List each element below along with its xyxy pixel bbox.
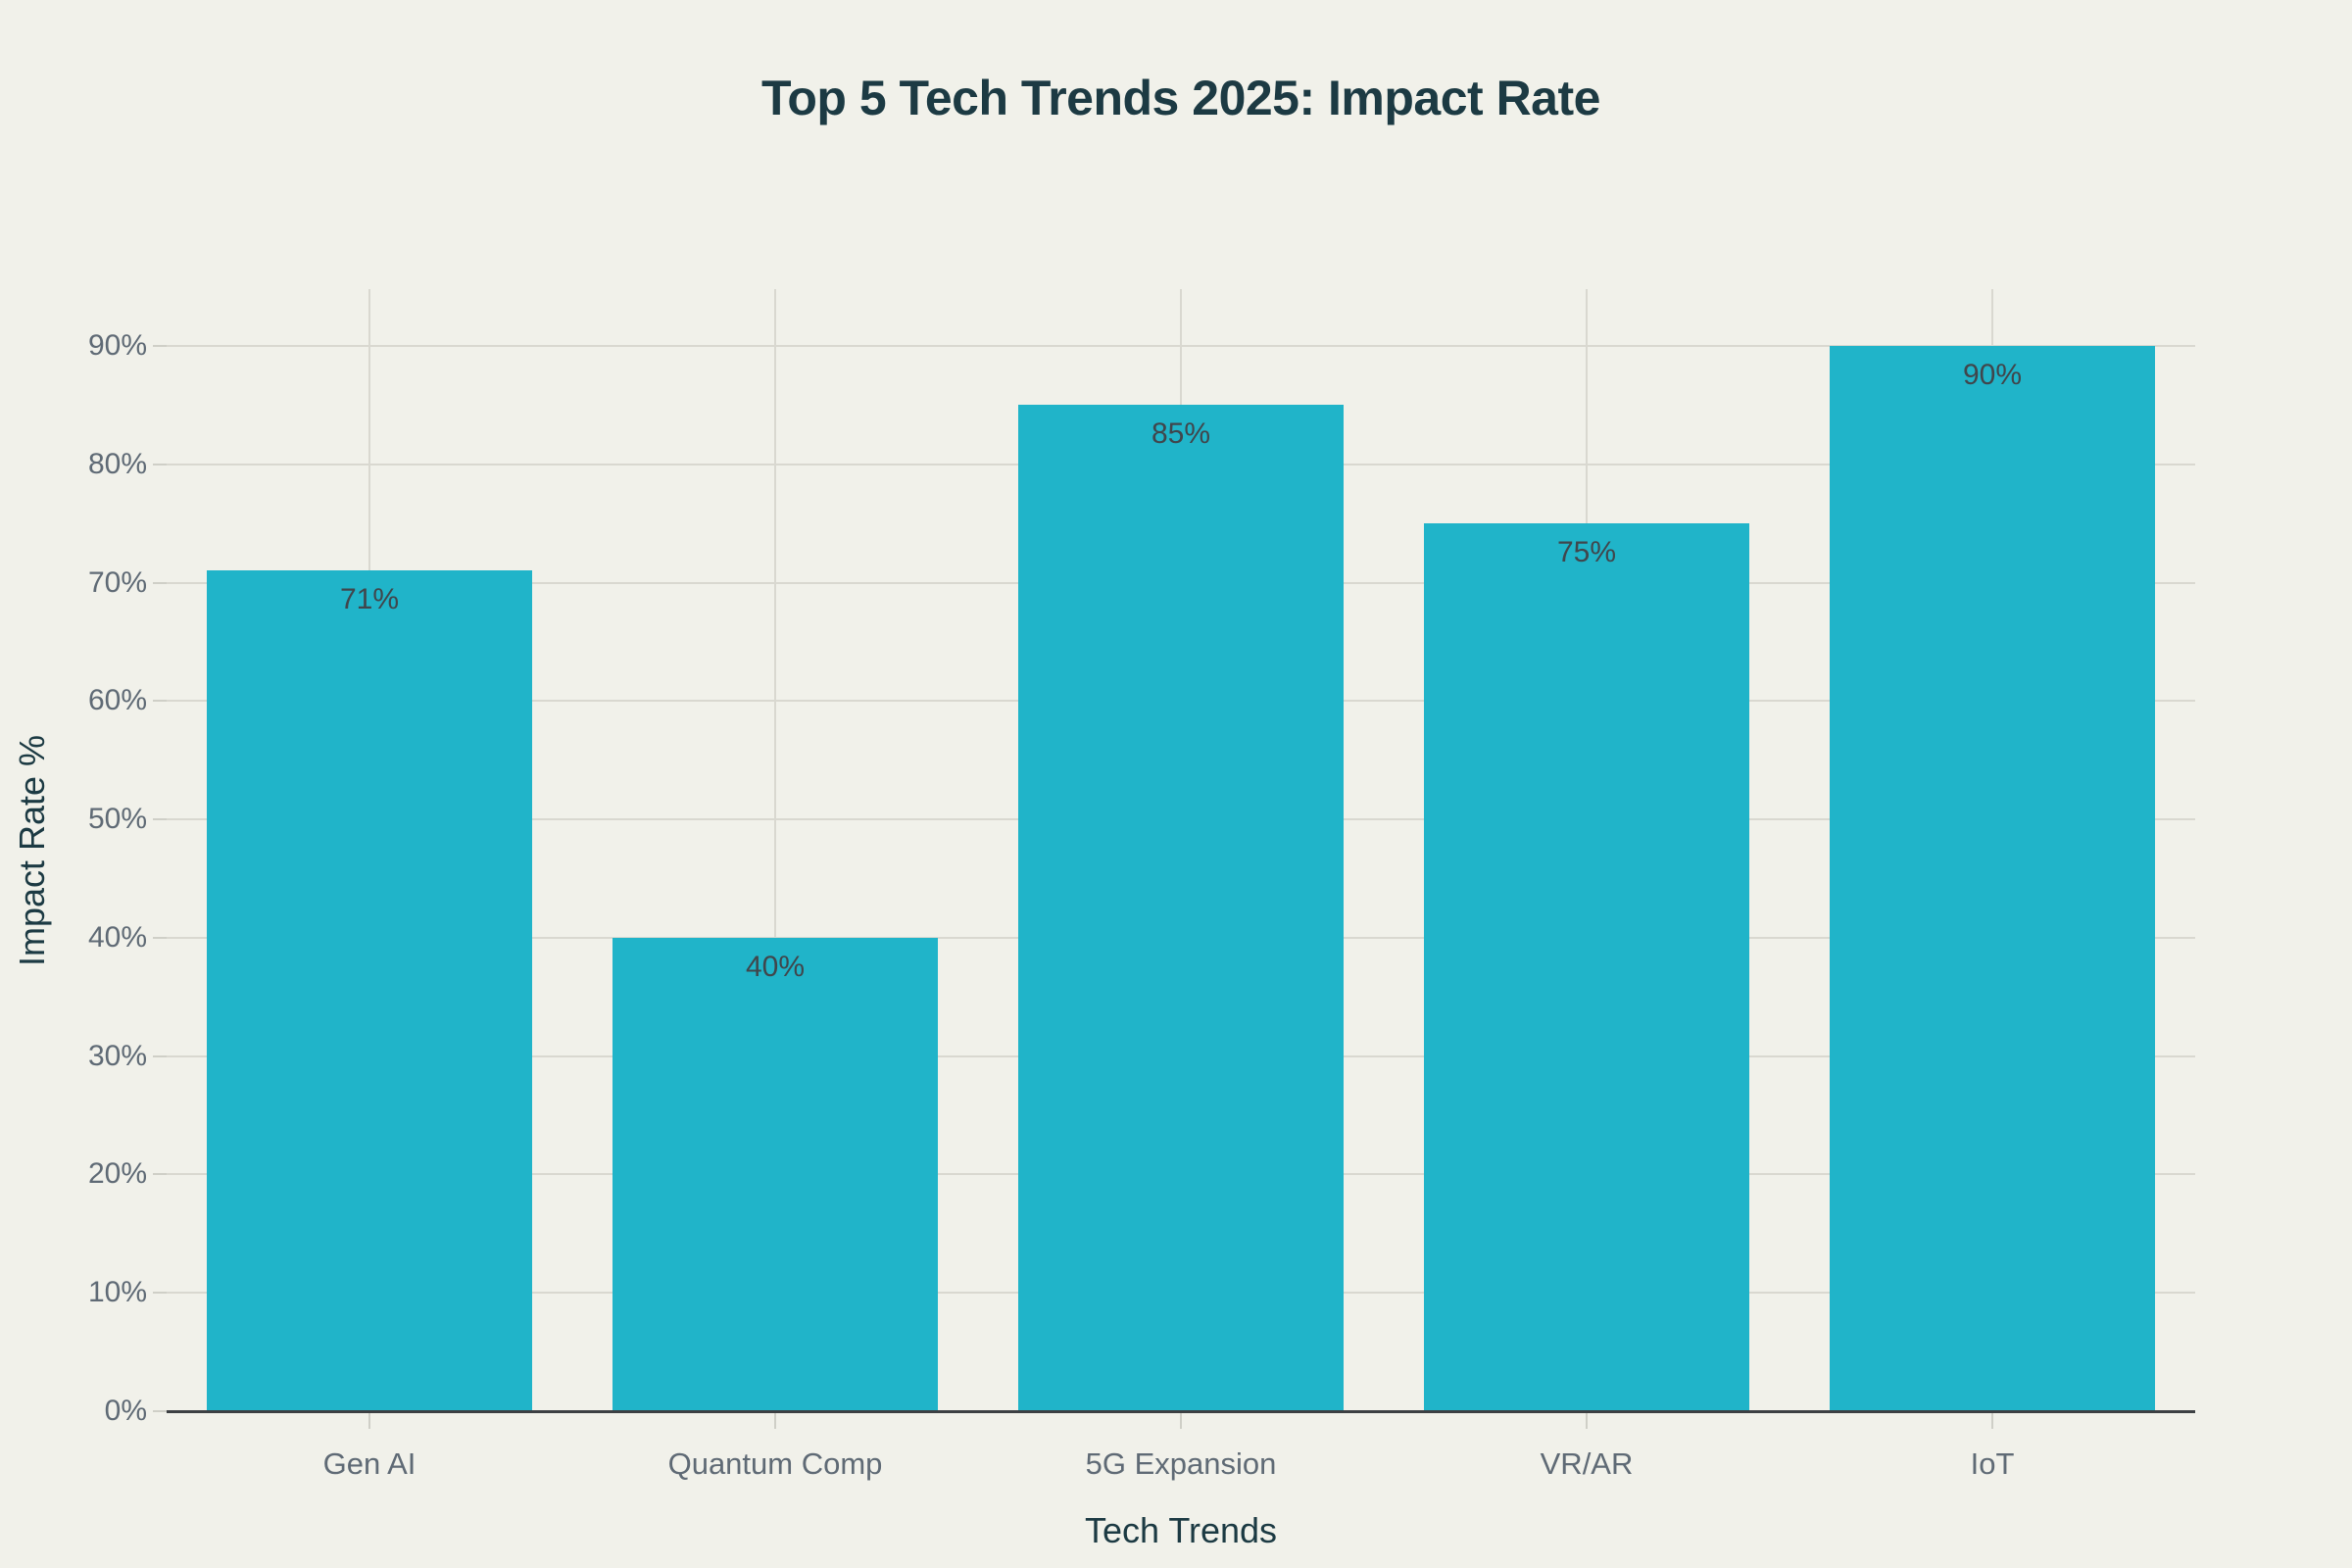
y-tick-label: 60% xyxy=(87,684,147,717)
x-tick-label: VR/AR xyxy=(1540,1446,1634,1481)
y-tick-mark xyxy=(153,345,167,347)
bar-value-label: 75% xyxy=(1556,536,1617,569)
y-tick-label: 40% xyxy=(87,920,147,954)
y-tick-label: 70% xyxy=(87,565,147,599)
y-tick-mark xyxy=(153,1173,167,1176)
x-tick-mark xyxy=(1586,1413,1588,1429)
y-tick-mark xyxy=(153,1292,167,1295)
y-tick-mark xyxy=(153,818,167,821)
bar xyxy=(1424,523,1749,1411)
y-tick-mark xyxy=(153,1410,167,1412)
bar xyxy=(1830,346,2155,1411)
y-tick-mark xyxy=(153,936,167,939)
bar xyxy=(1018,405,1344,1411)
bar-value-label: 40% xyxy=(745,950,806,983)
bar xyxy=(207,570,532,1411)
y-tick-label: 20% xyxy=(87,1157,147,1191)
bar-value-label: 71% xyxy=(339,583,400,616)
y-tick-label: 30% xyxy=(87,1039,147,1072)
y-tick-label: 90% xyxy=(87,329,147,362)
bar-value-label: 90% xyxy=(1962,359,2023,391)
y-tick-label: 0% xyxy=(104,1395,147,1427)
x-tick-mark xyxy=(1991,1413,1993,1429)
y-tick-label: 80% xyxy=(87,447,147,480)
chart-title: Top 5 Tech Trends 2025: Impact Rate xyxy=(761,71,1600,125)
bar-value-label: 85% xyxy=(1151,417,1211,451)
x-tick-label: Quantum Comp xyxy=(667,1446,883,1481)
x-tick-label: 5G Expansion xyxy=(1085,1446,1277,1481)
y-tick-mark xyxy=(153,581,167,584)
x-tick-label: Gen AI xyxy=(322,1446,416,1481)
x-tick-label: IoT xyxy=(1970,1446,2015,1481)
x-tick-mark xyxy=(774,1413,776,1429)
y-tick-mark xyxy=(153,463,167,466)
y-axis-title: Impact Rate % xyxy=(12,734,52,967)
bar xyxy=(612,937,938,1411)
y-tick-mark xyxy=(153,1054,167,1057)
x-axis-title: Tech Trends xyxy=(1084,1510,1278,1550)
x-tick-mark xyxy=(1180,1413,1182,1429)
y-tick-mark xyxy=(153,700,167,703)
v-gridline xyxy=(774,289,776,1411)
x-tick-mark xyxy=(368,1413,370,1429)
y-tick-label: 10% xyxy=(87,1276,147,1309)
x-axis-line xyxy=(167,1410,2195,1413)
y-tick-label: 50% xyxy=(87,803,147,836)
